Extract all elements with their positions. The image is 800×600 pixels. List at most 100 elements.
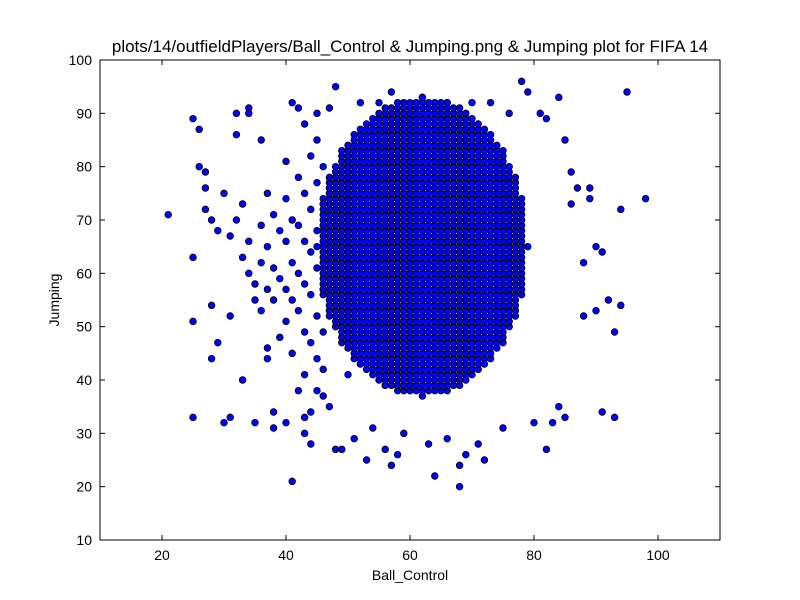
data-point xyxy=(499,146,507,155)
data-point xyxy=(592,306,600,315)
data-point xyxy=(331,445,340,454)
x-tick-label: 60 xyxy=(402,547,418,563)
data-point xyxy=(362,120,371,128)
data-point xyxy=(431,104,439,112)
data-point xyxy=(542,445,551,454)
data-point xyxy=(338,146,346,155)
data-point xyxy=(617,301,625,310)
data-point xyxy=(319,392,327,400)
x-axis-label: Ball_Control xyxy=(372,567,448,583)
data-point xyxy=(530,418,538,427)
data-point xyxy=(319,162,327,171)
data-point xyxy=(189,114,197,123)
data-point xyxy=(623,88,631,96)
data-point xyxy=(263,344,272,352)
y-tick-label: 60 xyxy=(76,265,92,281)
data-point xyxy=(313,264,321,272)
data-point xyxy=(245,109,253,118)
data-point xyxy=(313,312,321,320)
data-point xyxy=(555,402,563,411)
data-point xyxy=(511,173,520,182)
y-axis-ticks: 10 20 30 40 50 60 70 80 90 100 xyxy=(69,52,720,548)
data-point xyxy=(257,136,265,144)
x-axis-ticks: 20 40 60 80 100 xyxy=(154,60,670,563)
data-point xyxy=(313,386,321,395)
data-point xyxy=(462,109,470,118)
data-point xyxy=(319,285,327,294)
y-tick-label: 50 xyxy=(76,319,92,335)
data-point xyxy=(331,162,340,171)
data-point xyxy=(474,120,482,128)
data-point xyxy=(294,386,303,395)
data-point xyxy=(338,445,346,454)
data-point xyxy=(263,285,272,294)
data-point xyxy=(269,424,278,432)
data-point xyxy=(195,125,203,134)
data-point xyxy=(610,413,619,422)
data-point xyxy=(641,194,650,203)
data-point xyxy=(555,93,563,102)
data-point xyxy=(300,280,309,288)
y-tick-label: 90 xyxy=(76,105,92,121)
data-point xyxy=(245,269,253,278)
data-point xyxy=(263,242,272,251)
data-point xyxy=(257,306,265,315)
data-point xyxy=(455,461,464,470)
data-point xyxy=(207,301,216,310)
chart-title: plots/14/outfieldPlayers/Ball_Control & … xyxy=(112,37,708,56)
x-tick-label: 20 xyxy=(154,547,170,563)
data-point xyxy=(251,418,259,427)
data-point xyxy=(356,98,365,107)
data-point xyxy=(307,205,315,214)
data-point xyxy=(319,200,327,208)
y-tick-label: 10 xyxy=(76,532,92,548)
data-point xyxy=(313,354,321,363)
data-point xyxy=(536,109,544,118)
data-point xyxy=(387,104,396,112)
data-point xyxy=(313,178,321,187)
data-point xyxy=(313,136,321,144)
data-point xyxy=(567,200,575,208)
y-tick-label: 40 xyxy=(76,372,92,388)
data-point xyxy=(319,328,327,336)
data-point xyxy=(325,173,334,182)
data-point xyxy=(201,168,210,176)
data-points xyxy=(164,77,650,491)
data-point xyxy=(288,296,296,304)
data-point xyxy=(517,194,526,203)
data-point xyxy=(189,253,197,262)
data-point xyxy=(307,248,315,256)
data-point xyxy=(307,152,315,160)
data-point xyxy=(226,312,234,320)
data-point xyxy=(468,114,476,123)
data-point xyxy=(517,77,526,86)
data-point xyxy=(505,109,513,118)
data-point xyxy=(474,440,482,448)
x-tick-label: 40 xyxy=(278,547,294,563)
data-point xyxy=(431,472,439,480)
data-point xyxy=(282,418,290,427)
data-point xyxy=(307,408,315,416)
y-axis-label: Jumping xyxy=(46,274,62,327)
y-tick-label: 80 xyxy=(76,159,92,175)
data-point xyxy=(579,258,588,267)
data-point xyxy=(282,285,290,294)
data-point xyxy=(232,109,241,118)
data-point xyxy=(610,328,619,336)
data-point xyxy=(207,216,216,224)
y-tick-label: 70 xyxy=(76,212,92,228)
data-point xyxy=(480,456,489,464)
data-point xyxy=(505,162,513,171)
data-point xyxy=(319,242,327,251)
data-point xyxy=(524,88,532,96)
y-tick-label: 30 xyxy=(76,425,92,441)
data-point xyxy=(294,221,303,230)
data-point xyxy=(443,434,451,443)
data-point xyxy=(449,104,458,112)
data-point xyxy=(238,376,247,384)
data-point xyxy=(300,370,309,379)
data-point xyxy=(393,450,402,459)
data-point xyxy=(282,237,290,246)
y-tick-label: 100 xyxy=(69,52,93,68)
